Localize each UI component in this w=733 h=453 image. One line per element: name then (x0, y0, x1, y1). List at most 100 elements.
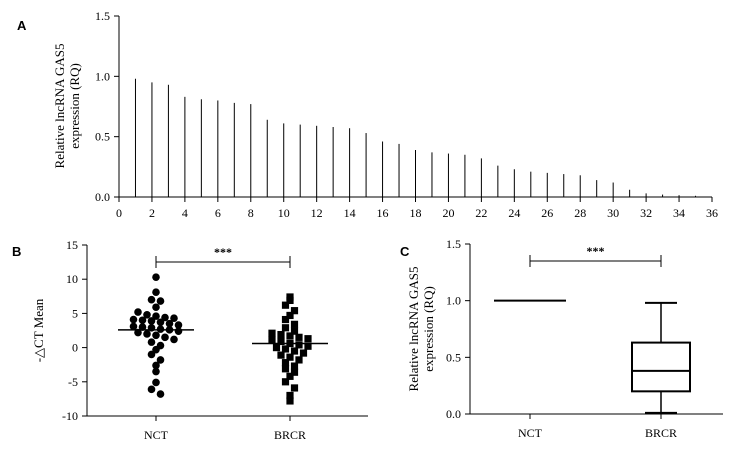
b-point-nct (170, 335, 178, 344)
panel-label-b: B (12, 244, 21, 259)
c-box (631, 341, 691, 393)
c-x-tick-label: NCT (518, 426, 543, 440)
b-point-brcr (290, 347, 299, 355)
b-point-nct (161, 313, 169, 322)
a-x-tick-label: 16 (377, 206, 389, 220)
b-point-nct (152, 361, 160, 370)
a-y-axis-title: Relative lncRNA GAS5expression (RQ) (52, 44, 82, 169)
b-point-brcr (286, 311, 294, 320)
a-x-tick-label: 14 (344, 206, 356, 220)
b-y-axis-title: -△CT Mean (31, 298, 46, 362)
b-point-nct (152, 303, 160, 312)
b-point-nct (161, 333, 169, 342)
c-y-axis-title-line-0: Relative lncRNA GAS5 (406, 267, 421, 392)
b-point-brcr (286, 372, 294, 380)
b-point-brcr (290, 307, 299, 315)
b-point-nct (143, 310, 151, 319)
b-point-brcr (281, 359, 290, 367)
c-y-tick-label: 0.0 (446, 407, 461, 421)
a-x-tick-label: 12 (311, 206, 323, 220)
b-point-brcr (286, 391, 294, 400)
b-point-brcr (290, 320, 299, 328)
b-point-brcr (281, 301, 290, 309)
b-point-brcr (304, 335, 312, 343)
c-y-axis-title-line-1: expression (RQ) (421, 286, 436, 372)
b-y-tick-label: -10 (62, 409, 78, 423)
a-x-tick-label: 10 (278, 206, 290, 220)
b-y-tick-label: 15 (66, 238, 78, 252)
a-x-tick-label: 2 (149, 206, 155, 220)
b-point-nct (156, 297, 165, 305)
a-y-tick-label: 0.0 (95, 190, 110, 204)
a-x-tick-label: 0 (116, 206, 122, 220)
a-x-tick-label: 8 (248, 206, 254, 220)
b-point-nct (147, 350, 156, 359)
panel-c-box-chart: 0.0 0.5 1.0 1.5 NCT BRCR *** Relative lncRNA GA… (406, 237, 723, 440)
c-y-tick-label: 0.5 (446, 350, 461, 364)
a-x-tick-label: 18 (410, 206, 422, 220)
b-point-brcr (295, 341, 303, 349)
b-point-nct (152, 273, 160, 281)
c-y-tick-label: 1.0 (446, 294, 461, 308)
c-significance-label: *** (587, 244, 605, 258)
b-point-brcr (286, 397, 294, 405)
a-x-tick-label: 4 (182, 206, 188, 220)
b-point-nct (156, 390, 165, 398)
b-y-tick-label: 0 (72, 341, 78, 355)
b-point-nct (156, 318, 165, 327)
b-point-brcr (281, 378, 290, 386)
b-point-brcr (290, 384, 299, 392)
b-y-tick-label: -5 (68, 375, 78, 389)
a-x-tick-label: 22 (475, 206, 487, 220)
a-x-tick-label: 36 (706, 206, 718, 220)
b-point-brcr (295, 356, 303, 364)
b-point-brcr (281, 315, 290, 324)
c-y-tick-label: 1.5 (446, 237, 461, 251)
b-point-nct (138, 316, 147, 325)
b-point-nct (147, 295, 156, 304)
b-point-nct (138, 323, 147, 331)
b-y-tick-label: 5 (72, 306, 78, 320)
b-point-nct (165, 319, 174, 328)
b-point-nct (134, 308, 142, 316)
a-x-tick-label: 28 (574, 206, 586, 220)
b-point-nct (147, 385, 156, 394)
b-point-brcr (281, 345, 290, 353)
b-point-nct (152, 367, 160, 376)
b-point-nct (147, 338, 156, 346)
b-point-brcr (277, 331, 285, 339)
b-point-nct (129, 322, 138, 331)
c-x-tick-label: BRCR (645, 426, 677, 440)
b-point-nct (152, 312, 160, 320)
a-x-tick-label: 32 (640, 206, 652, 220)
b-point-nct (134, 328, 142, 337)
a-y-axis-title-line-0: Relative lncRNA GAS5 (52, 44, 67, 169)
b-x-tick-label: BRCR (274, 428, 306, 442)
b-point-brcr (299, 349, 308, 357)
b-point-brcr (268, 336, 276, 344)
a-y-tick-label: 1.5 (95, 9, 110, 23)
b-point-nct (152, 331, 160, 340)
a-y-axis-title-line-1: expression (RQ) (67, 63, 82, 149)
panel-b-scatter-chart: -10 -5 0 5 10 15 NCT BRCR *** -△CT Mean (31, 238, 368, 442)
b-point-brcr (290, 368, 299, 376)
a-x-tick-label: 30 (607, 206, 619, 220)
b-point-brcr (286, 353, 294, 361)
a-y-tick-label: 0.5 (95, 130, 110, 144)
b-point-nct (174, 327, 183, 335)
b-point-nct (174, 321, 183, 329)
b-point-brcr (277, 351, 285, 359)
b-x-tick-label: NCT (144, 428, 169, 442)
a-x-tick-label: 26 (541, 206, 553, 220)
b-point-nct (152, 378, 160, 387)
panel-label-a: A (17, 18, 27, 33)
b-point-brcr (281, 365, 290, 373)
b-point-nct (129, 315, 138, 324)
panel-label-c: C (400, 244, 410, 259)
c-y-axis-title: Relative lncRNA GAS5expression (RQ) (406, 267, 436, 392)
b-point-nct (156, 356, 165, 364)
b-point-nct (152, 345, 160, 354)
a-x-tick-label: 6 (215, 206, 221, 220)
b-point-nct (147, 317, 156, 325)
